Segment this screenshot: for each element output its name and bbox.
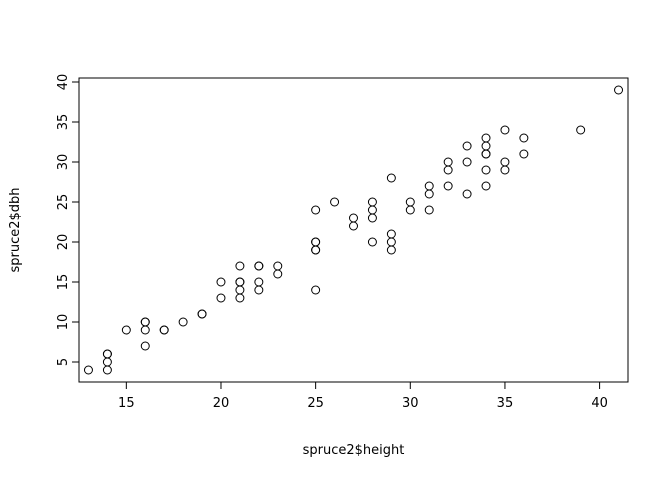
data-point: [235, 261, 245, 271]
x-tick-label: 40: [591, 396, 608, 411]
data-point: [235, 293, 245, 303]
data-point: [311, 245, 321, 255]
x-axis: 15 20 25 30 35 40: [118, 381, 608, 411]
data-point: [178, 317, 188, 327]
data-point: [235, 285, 245, 295]
data-point: [481, 165, 491, 175]
y-tick-label: 20: [56, 234, 71, 251]
y-tick-label: 35: [56, 114, 71, 131]
y-tick-label: 10: [56, 314, 71, 331]
data-point: [481, 133, 491, 143]
data-point: [481, 141, 491, 151]
data-point: [500, 125, 510, 135]
data-point: [405, 197, 415, 207]
x-tick-label: 25: [307, 396, 324, 411]
data-point: [443, 165, 453, 175]
data-point: [386, 245, 396, 255]
data-point: [159, 325, 169, 335]
x-tick-label: 35: [497, 396, 514, 411]
data-point: [140, 325, 150, 335]
data-point: [235, 277, 245, 287]
data-point: [330, 197, 340, 207]
data-point: [424, 205, 434, 215]
data-point: [102, 365, 112, 375]
data-point: [367, 213, 377, 223]
x-axis-label: spruce2$height: [303, 443, 405, 458]
data-point: [519, 149, 529, 159]
data-point: [140, 341, 150, 351]
data-point: [102, 349, 112, 359]
data-point: [102, 357, 112, 367]
data-point: [254, 261, 264, 271]
data-point: [443, 157, 453, 167]
data-point: [311, 285, 321, 295]
data-point: [349, 213, 358, 223]
y-tick-label: 15: [56, 274, 71, 291]
data-point: [386, 237, 396, 247]
y-tick-label: 5: [56, 358, 71, 366]
data-point: [614, 85, 624, 95]
data-point: [367, 197, 377, 207]
data-point: [462, 141, 472, 151]
data-point: [462, 189, 472, 199]
x-tick-label: 15: [118, 396, 135, 411]
x-tick-label: 20: [213, 396, 230, 411]
data-points: [83, 85, 624, 375]
data-point: [254, 277, 264, 287]
x-tick-label: 30: [402, 396, 419, 411]
data-point: [216, 293, 226, 303]
data-point: [500, 165, 510, 175]
data-point: [140, 317, 150, 327]
data-point: [576, 125, 586, 135]
data-point: [424, 189, 434, 199]
y-axis-label: spruce2$dbh: [8, 187, 23, 272]
data-point: [386, 229, 396, 239]
data-point: [443, 181, 453, 191]
data-point: [500, 157, 510, 167]
data-point: [519, 133, 529, 143]
data-point: [462, 157, 472, 167]
data-point: [311, 237, 321, 247]
data-point: [197, 309, 207, 319]
data-point: [405, 205, 415, 215]
data-point: [349, 221, 358, 231]
data-point: [121, 325, 131, 335]
data-point: [311, 205, 321, 215]
data-point: [216, 277, 226, 287]
data-point: [481, 181, 491, 191]
y-tick-label: 30: [56, 154, 71, 171]
data-point: [424, 181, 434, 191]
data-point: [273, 261, 283, 271]
data-point: [367, 237, 377, 247]
data-point: [481, 149, 491, 159]
data-point: [254, 285, 264, 295]
y-tick-label: 40: [56, 74, 71, 91]
y-tick-label: 25: [56, 194, 71, 211]
data-point: [273, 269, 283, 279]
data-point: [367, 205, 377, 215]
data-point: [386, 173, 396, 183]
y-axis: 5 10 15 20 25 30 35 40: [56, 74, 80, 366]
data-point: [83, 365, 93, 375]
